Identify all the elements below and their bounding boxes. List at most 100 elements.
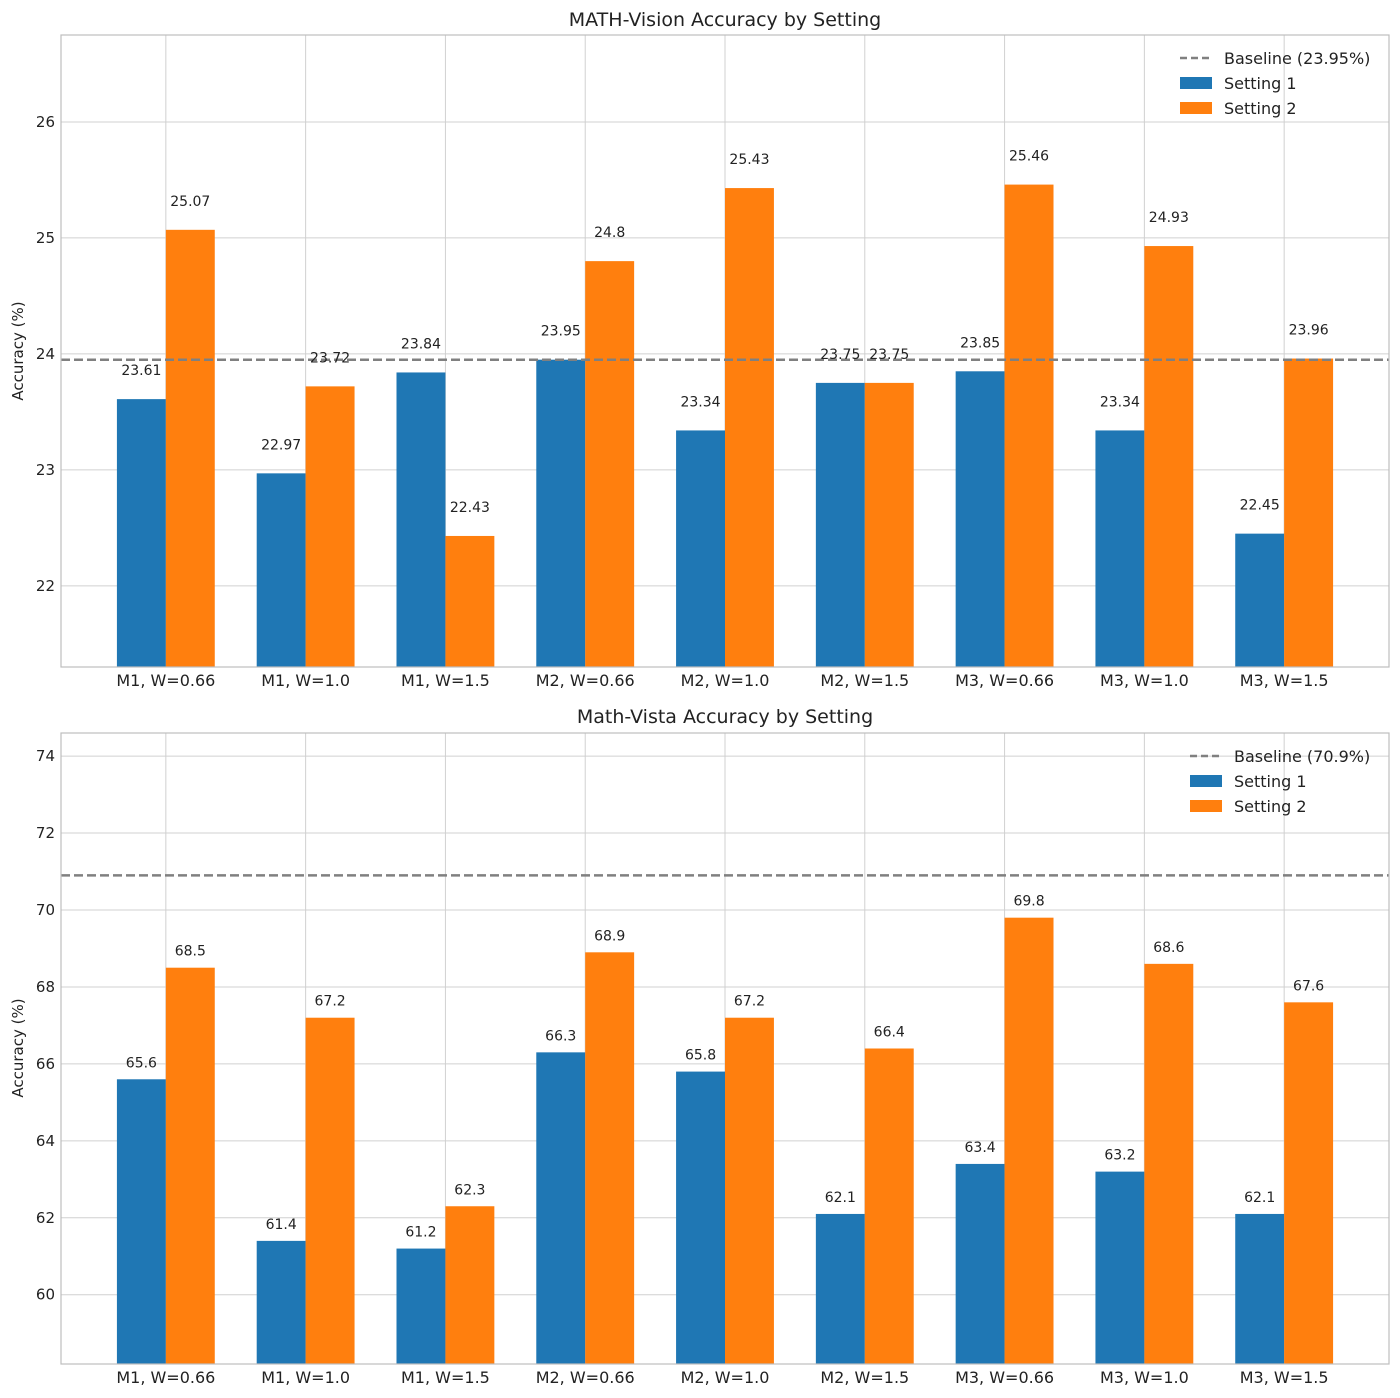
bar-2 (305, 1017, 355, 1364)
legend-swatch-2 (1190, 800, 1222, 812)
data-label: 62.3 (454, 1182, 485, 1198)
data-label: 23.75 (869, 347, 909, 363)
legend-label-setting-2: Setting 2 (1234, 797, 1307, 816)
bar-1 (396, 372, 446, 667)
plot-frame (60, 732, 1390, 1365)
data-label: 65.8 (685, 1048, 716, 1064)
y-tick-label: 24 (36, 345, 55, 363)
bar-1 (256, 1240, 306, 1364)
legend-swatch-1 (1190, 775, 1222, 787)
legend-label-setting-1: Setting 1 (1234, 772, 1307, 791)
x-tick-label: M3, W=1.0 (1100, 671, 1189, 690)
data-label: 23.85 (960, 335, 1000, 351)
y-tick-label: 62 (36, 1209, 55, 1227)
bar-1 (1095, 430, 1145, 667)
data-label: 23.34 (680, 394, 720, 410)
data-label: 67.2 (315, 994, 346, 1010)
legend-swatch-2 (1180, 102, 1212, 114)
y-tick-label: 23 (36, 461, 55, 479)
bar-2 (1284, 358, 1334, 667)
data-label: 22.43 (450, 500, 490, 516)
bar-2 (585, 952, 635, 1364)
bar-2 (305, 386, 355, 667)
data-label: 23.72 (310, 350, 350, 366)
bar-1 (955, 371, 1005, 667)
bar-1 (815, 382, 865, 667)
y-tick-label: 25 (36, 229, 55, 247)
data-label: 23.95 (541, 324, 581, 340)
x-tick-label: M2, W=1.0 (681, 1368, 770, 1387)
bar-1 (116, 399, 166, 667)
data-label: 66.3 (545, 1028, 576, 1044)
bar-1 (955, 1163, 1005, 1364)
bar-2 (1004, 917, 1054, 1364)
x-tick-label: M2, W=1.0 (681, 671, 770, 690)
bar-1 (396, 1248, 446, 1364)
chart-panel-0 (60, 34, 1390, 668)
data-label: 66.4 (874, 1025, 905, 1041)
bar-1 (536, 359, 586, 667)
y-tick-label: 26 (36, 113, 55, 131)
y-tick-label: 74 (36, 747, 55, 765)
y-axis-label: Accuracy (%) (9, 998, 27, 1097)
bar-1 (1235, 533, 1285, 667)
bar-2 (165, 967, 215, 1364)
chart-title: Math-Vista Accuracy by Setting (577, 706, 873, 728)
x-tick-label: M2, W=0.66 (536, 671, 635, 690)
x-tick-label: M3, W=0.66 (955, 671, 1054, 690)
x-tick-label: M3, W=1.0 (1100, 1368, 1189, 1387)
bar-2 (725, 188, 774, 667)
bar-2 (445, 1206, 495, 1364)
x-tick-label: M2, W=0.66 (536, 1368, 635, 1387)
x-tick-label: M3, W=0.66 (955, 1368, 1054, 1387)
bar-1 (1235, 1213, 1285, 1364)
bar-2 (725, 1017, 774, 1364)
data-label: 23.96 (1289, 323, 1329, 339)
bar-2 (1144, 246, 1194, 667)
x-tick-label: M3, W=1.5 (1240, 1368, 1329, 1387)
x-tick-label: M2, W=1.5 (820, 671, 909, 690)
data-label: 68.6 (1153, 940, 1184, 956)
data-label: 61.4 (266, 1217, 297, 1233)
legend-label-setting-2: Setting 2 (1224, 99, 1297, 118)
chart-title: MATH-Vision Accuracy by Setting (569, 9, 881, 31)
data-label: 22.45 (1240, 498, 1280, 514)
y-tick-label: 68 (36, 978, 55, 996)
bar-2 (864, 1048, 914, 1364)
x-tick-label: M1, W=1.5 (401, 671, 490, 690)
bar-2 (864, 382, 914, 667)
bar-2 (1004, 184, 1054, 668)
data-label: 61.2 (405, 1225, 436, 1241)
y-tick-label: 72 (36, 824, 55, 842)
x-tick-label: M1, W=1.0 (261, 671, 350, 690)
y-tick-label: 60 (36, 1286, 55, 1304)
bar-2 (1144, 963, 1194, 1364)
bar-1 (116, 1079, 166, 1364)
bar-2 (1284, 1002, 1334, 1364)
data-label: 23.34 (1100, 394, 1140, 410)
bar-1 (256, 473, 306, 667)
data-label: 24.8 (594, 225, 625, 241)
data-label: 24.93 (1149, 210, 1189, 226)
y-tick-label: 22 (36, 577, 55, 595)
data-label: 63.4 (965, 1140, 996, 1156)
legend-label-baseline: Baseline (70.9%) (1234, 747, 1370, 766)
data-label: 63.2 (1104, 1148, 1135, 1164)
bar-1 (676, 430, 725, 667)
bar-1 (1095, 1171, 1145, 1364)
data-label: 67.6 (1293, 978, 1324, 994)
bar-1 (815, 1213, 865, 1364)
x-tick-label: M1, W=0.66 (116, 671, 215, 690)
data-label: 23.61 (121, 363, 161, 379)
y-tick-label: 70 (36, 901, 55, 919)
data-label: 68.5 (175, 944, 206, 960)
data-label: 22.97 (261, 437, 301, 453)
data-label: 69.8 (1013, 894, 1044, 910)
bar-1 (676, 1071, 725, 1364)
legend-label-baseline: Baseline (23.95%) (1224, 49, 1370, 68)
chart-panel-1 (60, 732, 1390, 1365)
data-label: 25.46 (1009, 149, 1049, 165)
data-label: 67.2 (734, 994, 765, 1010)
